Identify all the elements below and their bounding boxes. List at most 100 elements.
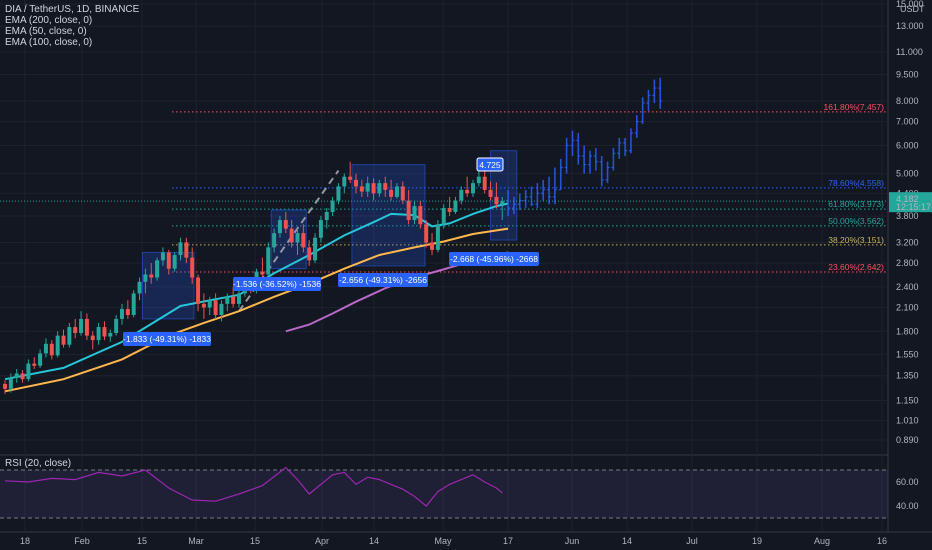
range-label-bg [233, 277, 321, 291]
range-label: -2.656 (-49.31%) -2656 [339, 275, 427, 285]
ema50-legend[interactable]: EMA (50, close, 0) [5, 26, 87, 37]
fibonacci-levels: 161.80%(7.457) 78.60%(4.558) 61.80%(3.973)… [172, 102, 886, 273]
candle-body [114, 318, 119, 334]
candle-body [125, 308, 130, 316]
candle-body [120, 308, 124, 319]
rsi-legend[interactable]: RSI (20, close) [5, 458, 72, 469]
fib-label: 78.60%(4.558) [828, 178, 884, 188]
fib-label: 50.00%(3.562) [828, 216, 884, 226]
fib-label: 38.20%(3.151) [828, 235, 884, 245]
price-tick-label: 1.010 [896, 415, 919, 425]
price-tick-label: 13.000 [896, 21, 924, 31]
candle-body [307, 247, 312, 261]
candle-body [459, 189, 464, 201]
candle-body [389, 189, 394, 197]
candle-body [476, 176, 481, 184]
candle-body [20, 373, 25, 380]
candle-body [38, 353, 43, 366]
candle-body [418, 206, 423, 225]
rsi-line [4, 466, 503, 507]
candle-body [283, 220, 288, 229]
time-tick-label: 17 [503, 536, 513, 546]
price-axis[interactable]: 15.000 13.000 11.000 9.500 8.000 7.000 6.000 5.… [0, 0, 932, 445]
candle-body [260, 271, 265, 275]
candle-body [289, 228, 294, 243]
range-label: -1.536 (-36.52%) -1536 [233, 279, 321, 289]
candle-body [371, 183, 376, 194]
price-tick-label: 6.000 [896, 140, 919, 150]
candle-body [73, 327, 78, 334]
candle-body [342, 176, 347, 187]
candle-body [160, 252, 165, 261]
price-badge-value: 4.182 [896, 194, 919, 204]
candle-body [277, 220, 282, 234]
fib-label: 161.80%(7.457) [824, 102, 885, 112]
candle-body [96, 327, 101, 341]
candle-body [172, 255, 177, 269]
time-tick-label: 18 [20, 536, 30, 546]
candle-body [441, 208, 446, 225]
candle-body [155, 260, 160, 278]
candle-body [131, 293, 136, 316]
candle-body [394, 186, 399, 197]
price-tick-label: 3.800 [896, 211, 919, 221]
candle-body [494, 196, 499, 205]
time-tick-label: Feb [74, 536, 90, 546]
range-label-bg [338, 273, 428, 287]
candle-body [231, 296, 236, 304]
time-tick-label: Aug [814, 536, 830, 546]
candle-body [313, 237, 318, 261]
candle-body [324, 211, 329, 221]
candle-body [295, 233, 300, 243]
candle-body [8, 377, 13, 389]
candle-body [166, 252, 171, 269]
candle-body [465, 189, 470, 194]
candle-body [43, 343, 48, 354]
candle-body [67, 327, 72, 345]
candle-body [190, 257, 195, 278]
price-tick-label: 2.400 [896, 282, 919, 292]
price-tick-label: 8.000 [896, 96, 919, 106]
candle-body [143, 274, 148, 282]
range-label: -1.833 (-49.31%) -1833 [123, 334, 211, 344]
candle-body [430, 242, 435, 250]
time-axis[interactable]: 18 Feb 15 Mar 15 Apr 14 May 17 Jun 14 Jul 19 Aug 16 [20, 536, 887, 546]
rsi-pane: 60.00 40.00 [0, 466, 919, 519]
time-tick-label: Mar [188, 536, 204, 546]
candle-body [406, 200, 411, 221]
projection-label: 4.725 [479, 160, 501, 170]
candle-body [377, 183, 382, 194]
candle-body [453, 200, 458, 212]
rsi-tick-label: 60.00 [896, 477, 919, 487]
ema100-legend[interactable]: EMA (100, close, 0) [5, 37, 93, 48]
candle-body [213, 300, 218, 316]
candle-body [108, 333, 113, 337]
time-tick-label: Apr [315, 536, 329, 546]
range-label-bg [449, 252, 539, 266]
time-tick-label: May [434, 536, 452, 546]
ema200-legend[interactable]: EMA (200, close, 0) [5, 15, 93, 26]
candle-body [196, 277, 201, 304]
candle-body [26, 363, 31, 380]
candle-body [178, 242, 183, 256]
price-tick-label: 2.100 [896, 302, 919, 312]
price-tick-label: 1.550 [896, 349, 919, 359]
projection-label-bg [476, 157, 504, 172]
candle-body [330, 200, 335, 212]
price-tick-label: 2.800 [896, 258, 919, 268]
candle-body [447, 208, 452, 212]
candle-body [207, 300, 212, 308]
price-tick-label: 11.000 [896, 47, 923, 57]
price-tick-label: 1.800 [896, 326, 919, 336]
time-tick-label: 14 [622, 536, 632, 546]
candle-body [471, 183, 475, 194]
symbol-title[interactable]: DIA / TetherUS, 1D, BINANCE [5, 4, 140, 15]
price-tick-label: 0.890 [896, 435, 919, 445]
candle-body [482, 176, 487, 190]
candle-body [225, 296, 230, 304]
price-tick-label: 1.150 [896, 395, 919, 405]
price-badge [889, 192, 932, 213]
candle-body [219, 303, 224, 316]
price-tick-label: 9.500 [896, 70, 919, 80]
